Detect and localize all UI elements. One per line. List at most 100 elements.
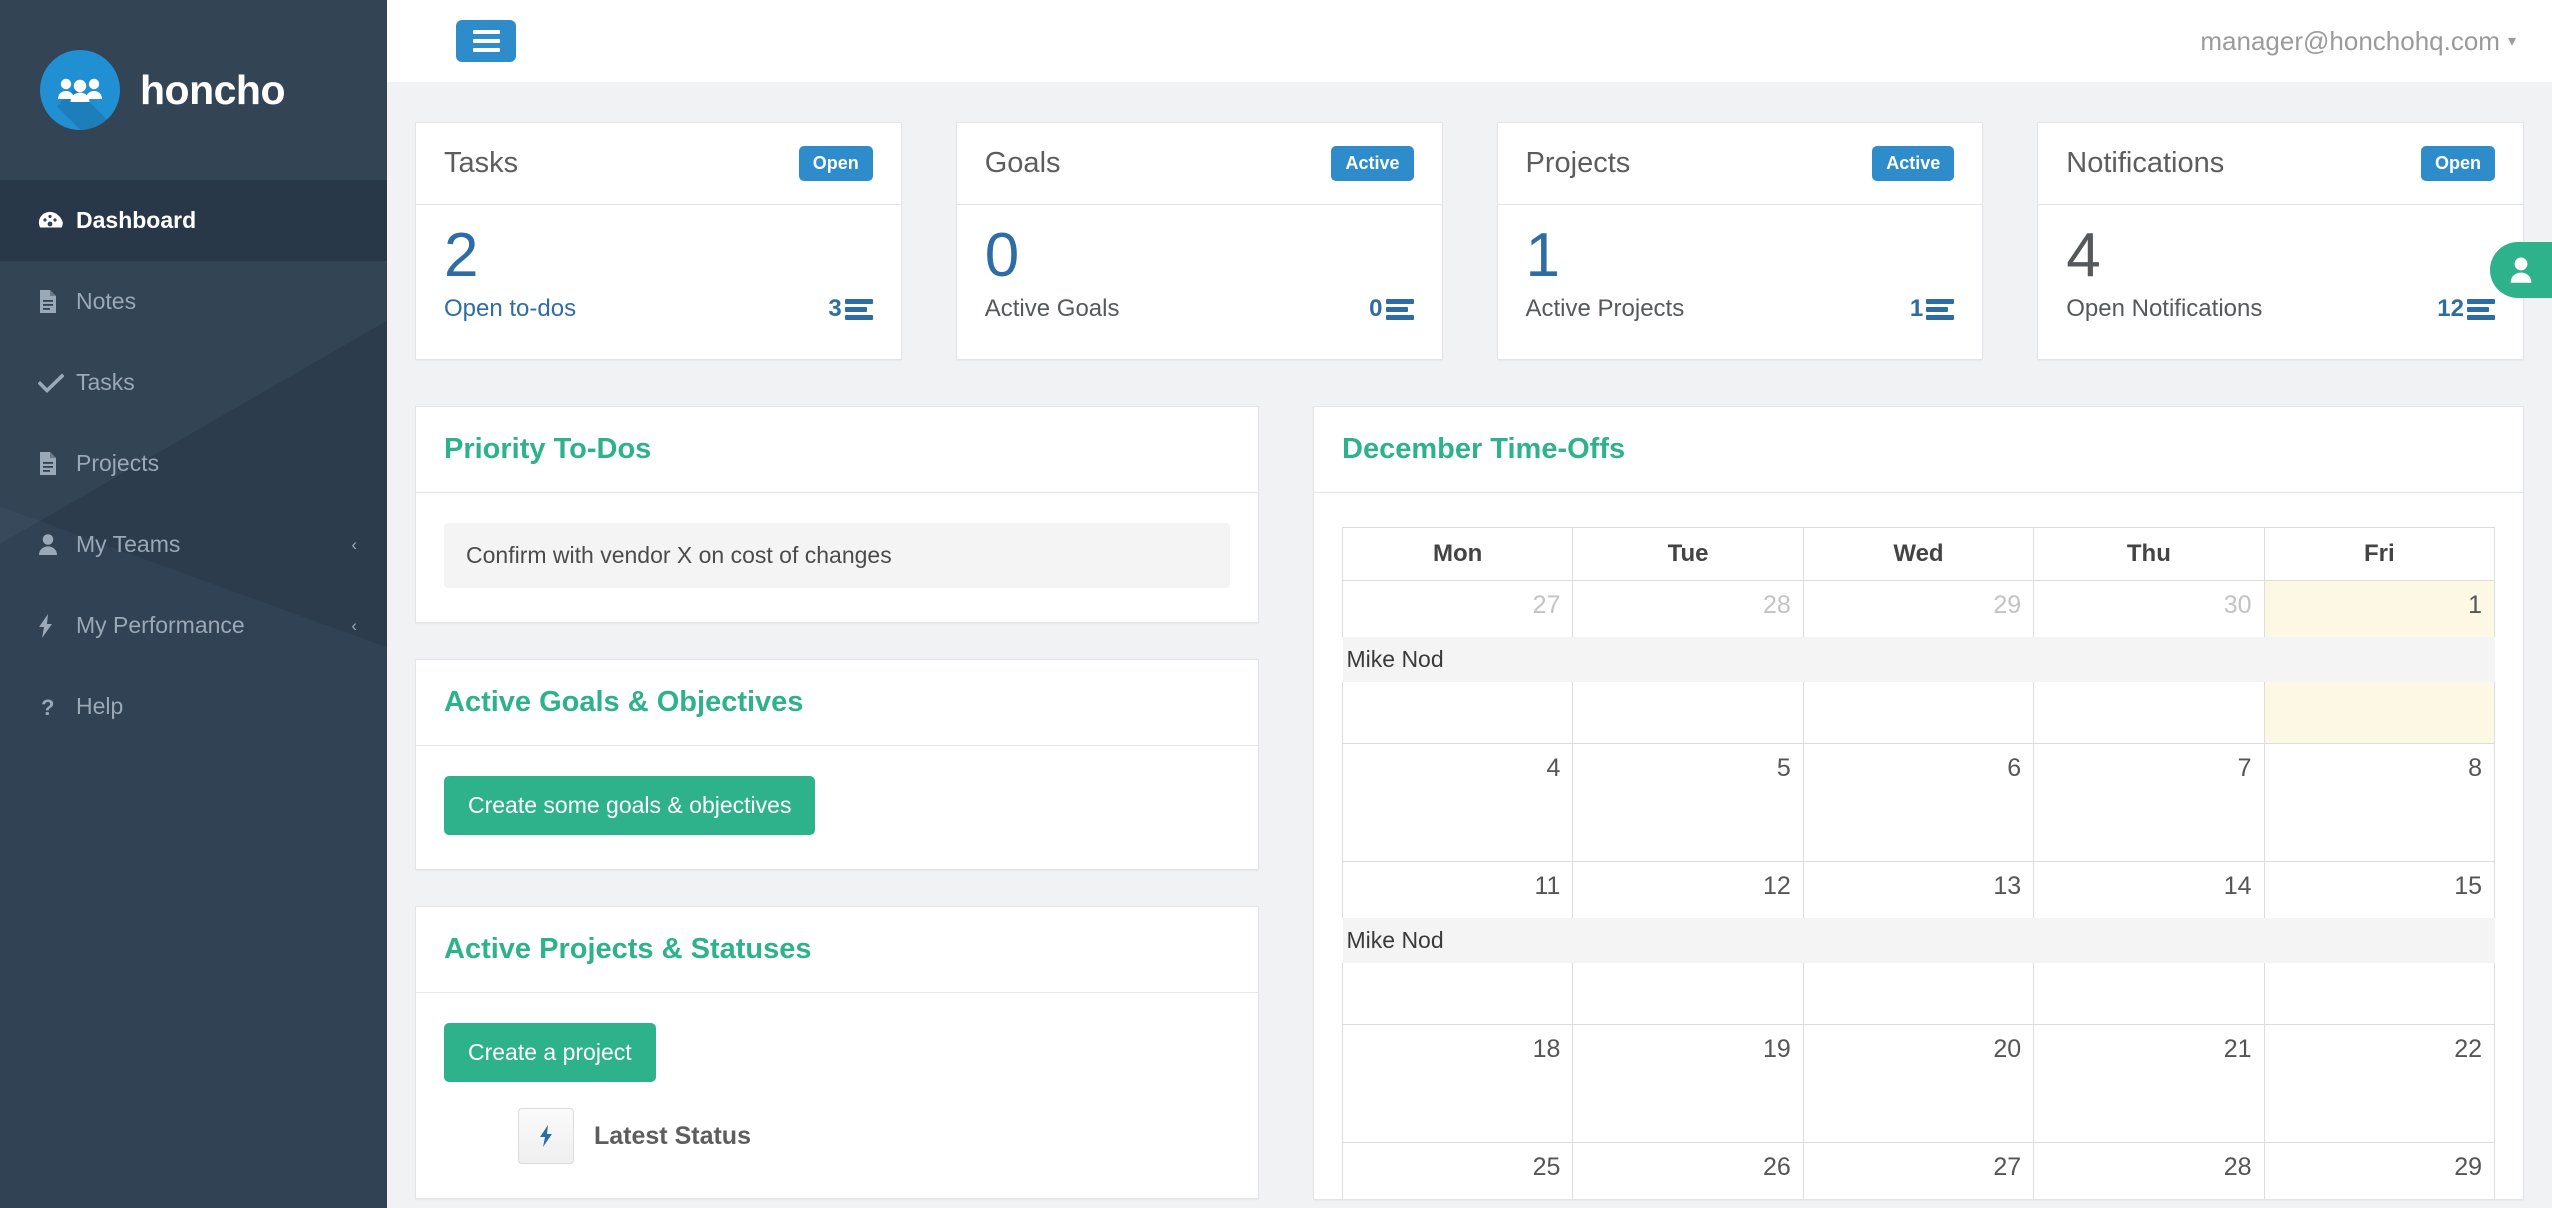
calendar-day[interactable]: 4 [1341, 743, 1574, 800]
sidebar-item-tasks[interactable]: Tasks [0, 342, 387, 423]
list-item[interactable]: Confirm with vendor X on cost of changes [444, 523, 1230, 588]
bolt-icon [518, 1108, 574, 1164]
stat-card-header: Tasks Open [416, 123, 901, 205]
sidebar-item-label: Help [76, 693, 124, 719]
stat-card-body: 2 Open to-dos 3 [416, 205, 901, 359]
calendar-day[interactable]: 18 [1341, 1024, 1574, 1081]
stat-label: Open Notifications [2066, 295, 2263, 322]
calendar-day-today[interactable]: 1 [2263, 580, 2496, 637]
calendar-day-filler [1341, 962, 1574, 1025]
calendar-day-filler [1572, 799, 1804, 862]
stat-count-link[interactable]: 0 [1369, 295, 1414, 323]
panel-active-projects: Active Projects & Statuses Create a proj… [415, 906, 1259, 1199]
status-badge[interactable]: Open [2420, 146, 2495, 181]
sidebar-item-my-teams[interactable]: My Teams ‹ [0, 504, 387, 585]
calendar-day[interactable]: 27 [1341, 580, 1574, 637]
calendar-week-row: 25 26 27 28 29 [1341, 1142, 2496, 1199]
calendar-day-filler [2033, 799, 2265, 862]
calendar-day-filler [1572, 962, 1804, 1025]
people-group-icon [40, 50, 120, 130]
status-badge[interactable]: Open [798, 146, 873, 181]
calendar-day[interactable]: 29 [1802, 580, 2035, 637]
panel-time-offs: December Time-Offs Mon Tue Wed Thu [1313, 406, 2524, 1200]
panel-active-goals: Active Goals & Objectives Create some go… [415, 659, 1259, 870]
panel-priority-todos: Priority To-Dos Confirm with vendor X on… [415, 406, 1259, 623]
panel-header: Active Projects & Statuses [416, 907, 1258, 993]
calendar-day[interactable]: 15 [2263, 861, 2496, 918]
calendar-event[interactable]: Mike Nod [1342, 636, 2495, 682]
calendar-day[interactable]: 26 [1572, 1142, 1804, 1199]
create-goals-button[interactable]: Create some goals & objectives [444, 776, 816, 835]
sidebar: honcho Dashboard [0, 0, 387, 1208]
user-menu[interactable]: manager@honchohq.com ▾ [2200, 26, 2524, 57]
calendar-day[interactable]: 11 [1341, 861, 1574, 918]
status-badge[interactable]: Active [1872, 146, 1955, 181]
calendar-day[interactable]: 7 [2033, 743, 2265, 800]
right-column: December Time-Offs Mon Tue Wed Thu [1313, 406, 2524, 1208]
calendar-day[interactable]: 25 [1341, 1142, 1574, 1199]
bolt-icon [38, 613, 76, 639]
panel-header: December Time-Offs [1314, 407, 2523, 493]
stat-label: Active Projects [1525, 295, 1685, 322]
calendar-day-filler [2263, 681, 2496, 744]
calendar-day[interactable]: 29 [2263, 1142, 2496, 1199]
calendar-wrapper: Mon Tue Wed Thu Fri [1314, 493, 2523, 1199]
sidebar-item-label: Projects [76, 450, 160, 476]
stat-card-title: Tasks [444, 147, 519, 179]
sidebar-item-my-performance[interactable]: My Performance ‹ [0, 585, 387, 666]
chevron-left-icon: ‹ [351, 535, 357, 554]
brand[interactable]: honcho [0, 0, 387, 180]
sidebar-item-notes[interactable]: Notes [0, 261, 387, 342]
topbar: manager@honchohq.com ▾ [387, 0, 2552, 82]
stat-label: Open to-dos [444, 295, 577, 322]
user-icon [38, 533, 76, 556]
calendar-week-filler [1341, 799, 2496, 862]
panel-header: Active Goals & Objectives [416, 660, 1258, 746]
stat-count-link[interactable]: 1 [1910, 295, 1955, 323]
list-icon [1385, 298, 1414, 320]
calendar-day-filler [2033, 681, 2265, 744]
calendar-day[interactable]: 8 [2263, 743, 2496, 800]
stat-count-link[interactable]: 12 [2437, 295, 2495, 323]
calendar-day[interactable]: 12 [1572, 861, 1804, 918]
float-user-button[interactable] [2490, 242, 2552, 298]
create-project-button[interactable]: Create a project [444, 1023, 656, 1082]
calendar-day[interactable]: 13 [1802, 861, 2035, 918]
user-icon [2510, 257, 2532, 283]
panel-title: Active Goals & Objectives [444, 686, 804, 718]
calendar-col-header: Thu [2033, 527, 2265, 581]
status-badge[interactable]: Active [1331, 146, 1414, 181]
calendar-day-filler [1341, 1080, 1574, 1143]
sidebar-item-label: Tasks [76, 369, 135, 395]
calendar-week-row: 4 5 6 7 8 [1341, 743, 2496, 800]
question-icon: ? [38, 694, 76, 720]
calendar-day-filler [2263, 799, 2496, 862]
list-icon [1926, 298, 1955, 320]
calendar-event[interactable]: Mike Nod [1342, 917, 2495, 963]
calendar-day-filler [1341, 799, 1574, 862]
left-column: Priority To-Dos Confirm with vendor X on… [415, 406, 1259, 1208]
calendar-day[interactable]: 19 [1572, 1024, 1804, 1081]
dashboard-columns: Priority To-Dos Confirm with vendor X on… [387, 406, 2552, 1208]
stat-count-link[interactable]: 3 [828, 295, 873, 323]
calendar-day[interactable]: 6 [1802, 743, 2035, 800]
sidebar-item-help[interactable]: ? Help [0, 666, 387, 747]
stats-row: Tasks Open 2 Open to-dos 3 [387, 122, 2552, 360]
hamburger-bar [472, 48, 500, 52]
stat-card-footer: Active Goals 0 [985, 295, 1414, 323]
sidebar-item-dashboard[interactable]: Dashboard [0, 180, 387, 261]
calendar-day[interactable]: 27 [1802, 1142, 2035, 1199]
sidebar-item-projects[interactable]: Projects [0, 423, 387, 504]
calendar-event-row: Mike Nod [1342, 636, 2495, 682]
calendar-day[interactable]: 20 [1802, 1024, 2035, 1081]
calendar-day[interactable]: 14 [2033, 861, 2265, 918]
calendar-day[interactable]: 28 [1572, 580, 1804, 637]
stat-card-goals: Goals Active 0 Active Goals 0 [955, 122, 1443, 360]
calendar-day[interactable]: 22 [2263, 1024, 2496, 1081]
calendar-day[interactable]: 28 [2033, 1142, 2265, 1199]
calendar-day[interactable]: 21 [2033, 1024, 2265, 1081]
hamburger-icon[interactable] [456, 20, 516, 62]
calendar-day[interactable]: 30 [2033, 580, 2265, 637]
calendar-day[interactable]: 5 [1572, 743, 1804, 800]
